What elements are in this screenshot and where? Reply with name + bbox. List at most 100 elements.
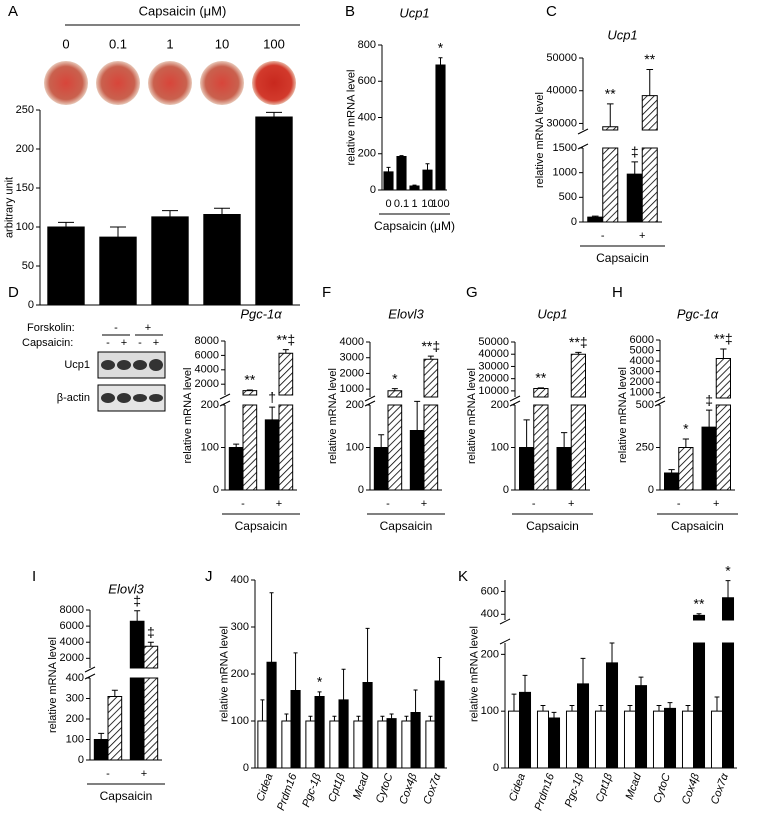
error-bar: [399, 155, 404, 157]
condition: -: [138, 337, 142, 349]
error-bar: [575, 351, 582, 355]
error-bar: [413, 689, 418, 713]
panel-letter: G: [466, 284, 478, 301]
bar: [587, 216, 604, 223]
y-tick-label: 0: [213, 484, 219, 496]
bar: [577, 683, 590, 769]
error-bar: [380, 715, 385, 721]
y-tick-label: 3000: [630, 366, 654, 378]
y-tick-label: 2000: [340, 367, 364, 379]
bar: [533, 387, 549, 491]
bar: [693, 614, 706, 769]
bar: [373, 447, 389, 491]
y-tick-label: 100: [481, 705, 499, 717]
bar: [383, 171, 394, 191]
band-label: β-actin: [57, 392, 90, 404]
bar: [264, 419, 280, 491]
y-tick-label: 0: [503, 484, 509, 496]
error-bar: [147, 641, 154, 647]
y-tick-label: 0: [28, 299, 34, 311]
bar: [99, 236, 137, 306]
x-tick-label: Cox7α: [421, 771, 443, 806]
y-tick-label: 200: [491, 399, 509, 411]
y-tick-label: 4000: [195, 364, 219, 376]
error-bar: [656, 705, 662, 712]
y-tick-label: 100: [201, 441, 219, 453]
y-tick-label: 20000: [478, 373, 509, 385]
y-tick-label: 150: [16, 182, 34, 194]
bar: [409, 430, 425, 491]
error-bar: [233, 443, 240, 448]
error-bar: [598, 705, 604, 712]
x-tick-label: Mcad: [351, 771, 372, 801]
significance: **‡: [276, 331, 295, 347]
y-tick-label: 1000: [553, 167, 577, 179]
error-bar: [246, 389, 253, 391]
y-tick-label: 2000: [630, 376, 654, 388]
bar: [652, 710, 665, 769]
y-tick-label: 100: [231, 715, 249, 727]
y-tick-label: 200: [358, 148, 376, 160]
error-bar: [378, 434, 385, 448]
y-tick-label: 500: [636, 399, 654, 411]
bar: [570, 353, 586, 491]
error-bar: [284, 713, 289, 721]
y-tick-label: 6000: [60, 620, 84, 632]
error-bar: [404, 715, 409, 721]
band: [101, 393, 115, 403]
y-tick-label: 50: [22, 260, 34, 272]
y-tick-label: 0: [370, 184, 376, 196]
error-bar: [269, 406, 276, 420]
bar: [678, 447, 694, 491]
error-bar: [428, 715, 433, 721]
x-tick-label: +: [276, 498, 282, 510]
error-bar: [668, 469, 675, 473]
chart-title: Pgc-1α: [240, 306, 282, 321]
dish: [96, 61, 140, 105]
y-tick-label: 600: [358, 75, 376, 87]
error-bar: [631, 161, 639, 175]
y-tick-label: 200: [201, 399, 219, 411]
bar: [422, 169, 433, 191]
y-tick-label: 4000: [60, 636, 84, 648]
error-bar: [720, 348, 727, 359]
x-tick-label: +: [421, 498, 427, 510]
bar: [606, 662, 619, 769]
y-tick-label: 800: [358, 39, 376, 51]
band: [117, 393, 131, 403]
y-tick-label: 4000: [340, 336, 364, 348]
y-tick-label: 300: [231, 621, 249, 633]
bar: [314, 696, 325, 769]
significance: **: [644, 51, 655, 67]
significance: *: [725, 562, 731, 578]
significance: **: [605, 86, 616, 102]
axis-break: [577, 128, 589, 150]
dish: [252, 61, 296, 105]
y-tick-label: 1000: [630, 387, 654, 399]
x-tick-label: -: [241, 498, 245, 510]
bar: [377, 720, 388, 769]
bar: [255, 116, 293, 306]
bar: [47, 226, 85, 306]
band: [149, 394, 163, 402]
x-tick-label: Mcad: [624, 771, 645, 801]
bar: [305, 720, 316, 769]
y-tick-label: 200: [66, 713, 84, 725]
x-tick-label: Cox4β: [680, 771, 702, 806]
bar: [536, 710, 549, 769]
error-bar: [511, 693, 517, 712]
x-tick-label: Pgc-1β: [563, 771, 586, 809]
axis-break: [219, 393, 231, 407]
y-tick-label: 0: [78, 754, 84, 766]
row-label: Forskolin:: [27, 322, 75, 334]
western-blot: D Forskolin: Capsaicin: - + - + - + Ucp1…: [8, 284, 166, 412]
bar: [710, 710, 723, 769]
bar: [519, 691, 532, 769]
x-tick-label: 1: [411, 198, 417, 210]
x-axis-label: Capsaicin (μM): [374, 219, 455, 233]
error-bar: [386, 166, 391, 172]
bar: [329, 720, 340, 769]
y-tick-label: 400: [66, 672, 84, 684]
bar: [681, 710, 694, 769]
band-label: Ucp1: [64, 359, 90, 371]
